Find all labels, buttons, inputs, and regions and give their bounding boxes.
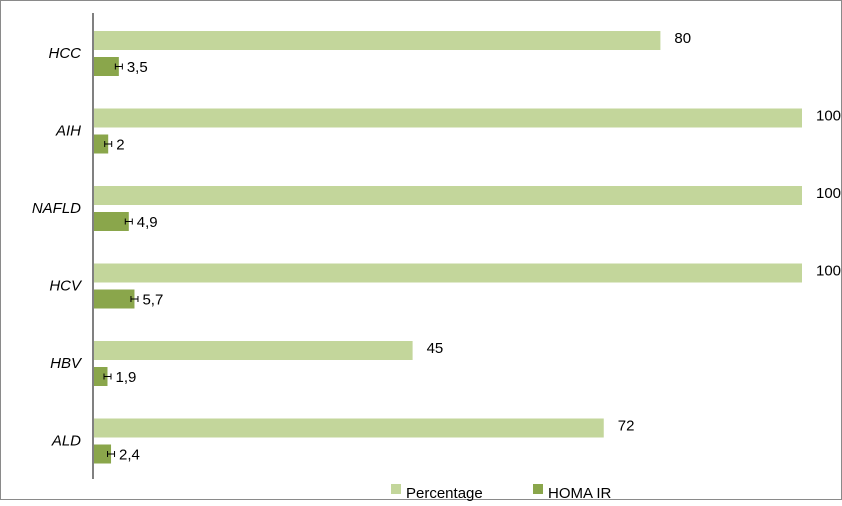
error-bar-hcc <box>114 63 123 70</box>
bar-percentage-aih <box>94 108 802 128</box>
bar-percentage-hcv <box>94 263 802 283</box>
value-label-homa-ir-aih: 2 <box>116 137 124 154</box>
bar-percentage-hbv <box>94 341 413 360</box>
value-label-percentage-nafld: 100 <box>816 185 841 202</box>
value-label-percentage-hcv: 100 <box>816 263 841 280</box>
legend-swatch-percentage <box>391 484 401 494</box>
bar-homa-ir-ald <box>94 444 112 464</box>
error-bar-nafld <box>124 218 133 225</box>
bar-percentage-hcc <box>94 31 661 50</box>
value-label-homa-ir-ald: 2,4 <box>119 447 140 464</box>
bar-percentage-nafld <box>94 186 802 205</box>
category-label-ald: ALD <box>51 433 81 450</box>
value-label-percentage-hcc: 80 <box>674 30 691 47</box>
value-label-homa-ir-hcc: 3,5 <box>127 59 148 76</box>
error-bar-ald <box>107 451 116 457</box>
error-bar-hcv <box>130 296 139 302</box>
legend-label-percentage: Percentage <box>406 485 483 501</box>
value-label-homa-ir-hcv: 5,7 <box>142 292 163 309</box>
legend-swatch-homa-ir <box>533 484 543 494</box>
bar-percentage-ald <box>94 418 604 438</box>
bar-homa-ir-aih <box>94 134 109 154</box>
category-label-hbv: HBV <box>50 355 83 372</box>
value-label-homa-ir-nafld: 4,9 <box>137 214 158 231</box>
category-label-nafld: NAFLD <box>32 200 81 217</box>
value-label-percentage-aih: 100 <box>816 108 841 125</box>
category-label-hcc: HCC <box>49 45 82 62</box>
bar-homa-ir-hcc <box>94 57 119 76</box>
error-bar-aih <box>104 141 113 147</box>
legend: Percentage HOMA IR <box>391 484 612 502</box>
error-bar-hbv <box>103 373 112 380</box>
value-label-percentage-hbv: 45 <box>427 340 444 357</box>
category-label-hcv: HCV <box>49 278 83 295</box>
value-label-homa-ir-hbv: 1,9 <box>115 369 136 386</box>
bar-homa-ir-hbv <box>94 367 108 386</box>
value-label-percentage-ald: 72 <box>618 418 635 435</box>
bar-homa-ir-hcv <box>94 289 135 309</box>
legend-label-homa-ir: HOMA IR <box>548 485 612 501</box>
category-label-aih: AIH <box>55 123 81 140</box>
bar-homa-ir-nafld <box>94 212 129 231</box>
